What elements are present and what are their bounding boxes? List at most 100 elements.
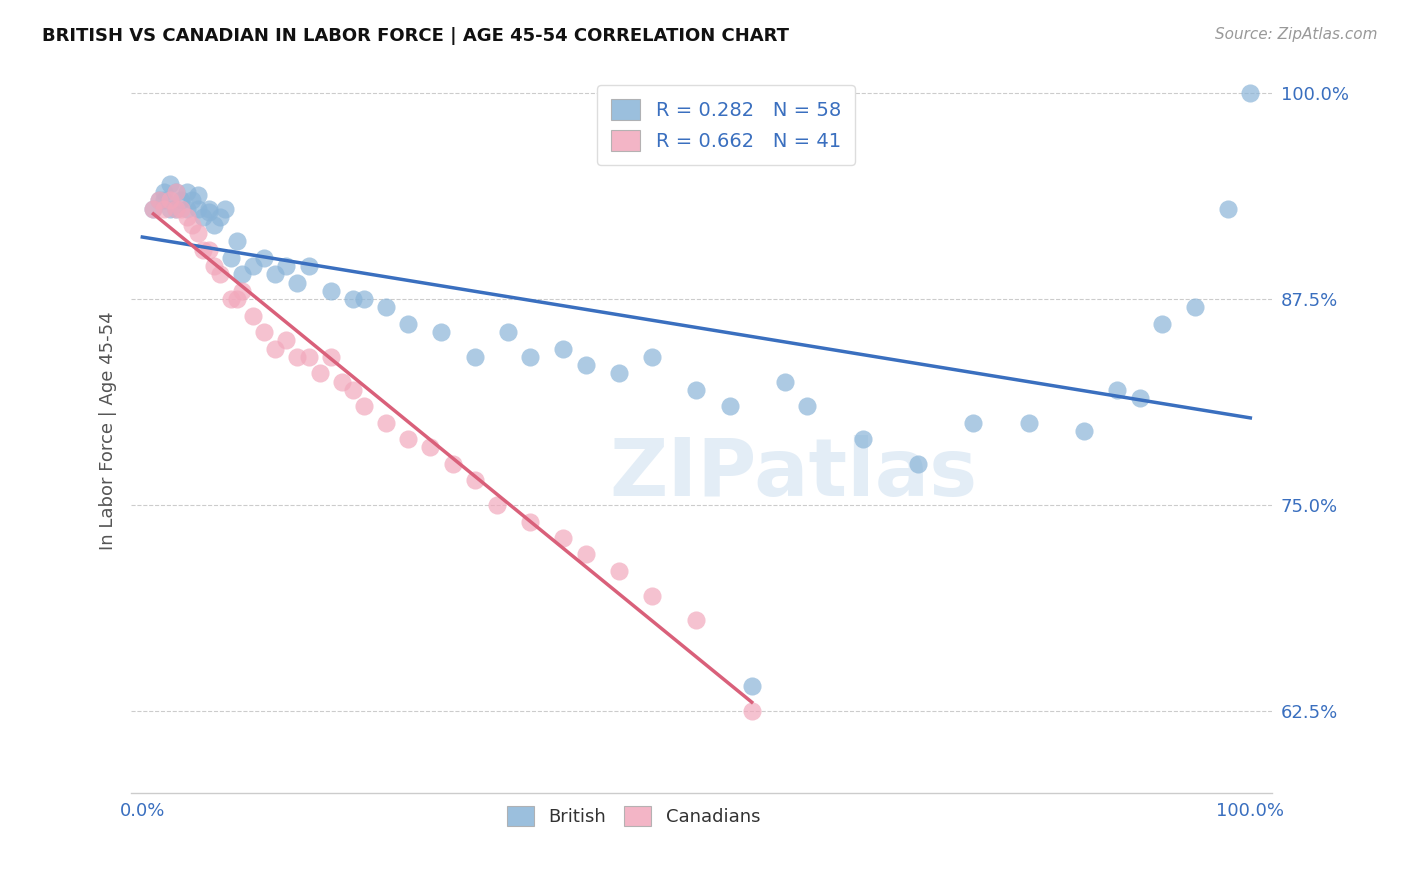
Point (170, 202, 193, 216)
Point (159, 177, 181, 191)
Point (159, 194, 181, 208)
Point (319, 350, 342, 364)
Point (153, 202, 176, 216)
Point (1239, 87, 1261, 101)
Point (187, 226, 209, 240)
Point (496, 325, 519, 339)
Point (202, 259, 225, 273)
Point (396, 317, 419, 331)
Point (181, 218, 204, 232)
Point (219, 292, 242, 306)
Point (225, 235, 247, 249)
Point (353, 292, 375, 306)
Point (253, 325, 276, 339)
Point (159, 202, 181, 216)
Point (208, 268, 231, 282)
Point (264, 268, 287, 282)
Point (342, 292, 364, 306)
Point (242, 259, 264, 273)
Point (685, 613, 707, 627)
Point (607, 366, 630, 380)
Point (685, 383, 707, 397)
Point (148, 194, 170, 208)
Point (198, 204, 221, 219)
Point (342, 383, 364, 397)
Point (208, 210, 231, 224)
Point (287, 276, 309, 290)
Point (519, 515, 541, 529)
Point (464, 350, 486, 364)
Point (142, 202, 165, 216)
Point (907, 457, 929, 471)
Point (319, 284, 342, 298)
Point (741, 679, 763, 693)
Point (202, 218, 225, 232)
Point (553, 531, 575, 545)
Text: Source: ZipAtlas.com: Source: ZipAtlas.com (1215, 27, 1378, 42)
Point (962, 416, 984, 430)
Point (253, 251, 276, 265)
Point (198, 202, 221, 216)
Point (187, 188, 209, 202)
Point (153, 185, 176, 199)
Text: ZIPatlas: ZIPatlas (609, 435, 977, 514)
Y-axis label: In Labor Force | Age 45-54: In Labor Force | Age 45-54 (100, 311, 117, 550)
Point (375, 301, 398, 315)
Point (375, 416, 398, 430)
Point (1107, 383, 1129, 397)
Point (181, 194, 204, 208)
Point (153, 194, 176, 208)
Point (430, 325, 453, 339)
Point (773, 375, 796, 389)
Point (142, 202, 165, 216)
Point (796, 399, 818, 413)
Point (193, 243, 215, 257)
Point (176, 185, 198, 199)
Point (574, 358, 596, 372)
Point (574, 548, 596, 562)
Point (231, 284, 253, 298)
Point (170, 194, 193, 208)
Point (464, 474, 486, 488)
Point (187, 202, 209, 216)
Point (851, 432, 873, 446)
Point (231, 268, 253, 282)
Point (308, 366, 330, 380)
Point (297, 259, 319, 273)
Point (193, 210, 215, 224)
Point (396, 432, 419, 446)
Point (1218, 202, 1240, 216)
Point (1128, 391, 1150, 405)
Point (165, 202, 187, 216)
Point (165, 185, 187, 199)
Point (485, 498, 508, 512)
Point (242, 309, 264, 323)
Point (1073, 424, 1095, 438)
Point (1184, 301, 1206, 315)
Point (441, 457, 464, 471)
Point (148, 194, 170, 208)
Point (553, 342, 575, 356)
Point (419, 441, 441, 455)
Point (176, 210, 198, 224)
Point (176, 202, 198, 216)
Point (219, 251, 242, 265)
Point (641, 589, 664, 603)
Point (214, 202, 236, 216)
Legend: British, Canadians: British, Canadians (498, 797, 769, 835)
Point (330, 375, 353, 389)
Point (264, 342, 287, 356)
Point (353, 399, 375, 413)
Point (607, 564, 630, 578)
Point (741, 704, 763, 718)
Point (641, 350, 664, 364)
Point (297, 350, 319, 364)
Point (1150, 317, 1173, 331)
Point (718, 399, 741, 413)
Point (198, 243, 221, 257)
Point (165, 185, 187, 199)
Point (276, 259, 298, 273)
Point (165, 202, 187, 216)
Point (276, 334, 298, 348)
Point (1018, 416, 1040, 430)
